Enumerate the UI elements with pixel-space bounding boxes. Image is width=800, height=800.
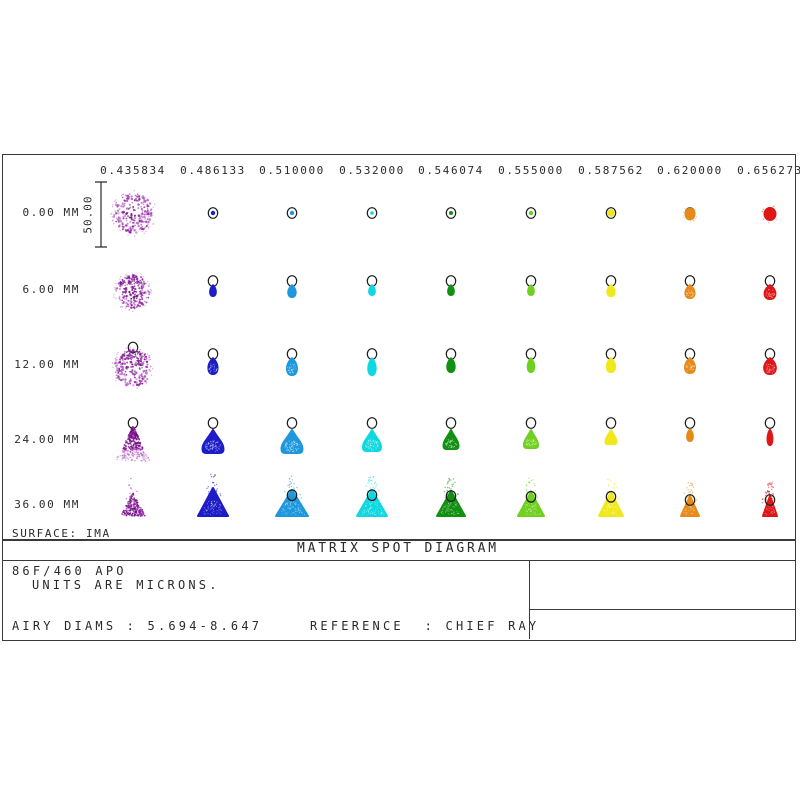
wavelength-label: 0.555000 bbox=[498, 164, 564, 177]
wavelength-label: 0.435834 bbox=[100, 164, 166, 177]
wavelength-label: 0.656273 bbox=[737, 164, 800, 177]
field-label: 12.00 MM bbox=[14, 358, 80, 371]
wavelength-label: 0.546074 bbox=[418, 164, 484, 177]
info-panel-divider-horizontal bbox=[529, 609, 795, 610]
lens-name: 86F/460 APO bbox=[12, 564, 127, 578]
airy-diams-label: AIRY DIAMS : 5.694-8.647 bbox=[12, 619, 263, 633]
wavelength-label: 0.532000 bbox=[339, 164, 405, 177]
wavelength-label: 0.587562 bbox=[578, 164, 644, 177]
wavelength-label: 0.620000 bbox=[657, 164, 723, 177]
field-label: 24.00 MM bbox=[14, 433, 80, 446]
units-note: UNITS ARE MICRONS. bbox=[32, 578, 220, 592]
info-panel bbox=[2, 560, 796, 641]
scale-bar-label: 50.00 bbox=[81, 195, 95, 234]
diagram-title: MATRIX SPOT DIAGRAM bbox=[297, 541, 499, 556]
field-label: 6.00 MM bbox=[22, 283, 80, 296]
reference-label: REFERENCE : CHIEF RAY bbox=[310, 619, 540, 633]
field-label: 0.00 MM bbox=[22, 206, 80, 219]
wavelength-label: 0.486133 bbox=[180, 164, 246, 177]
info-panel-divider-vertical bbox=[529, 560, 530, 639]
wavelength-label: 0.510000 bbox=[259, 164, 325, 177]
plot-frame bbox=[2, 154, 796, 541]
surface-label: SURFACE: IMA bbox=[12, 527, 111, 540]
field-label: 36.00 MM bbox=[14, 498, 80, 511]
